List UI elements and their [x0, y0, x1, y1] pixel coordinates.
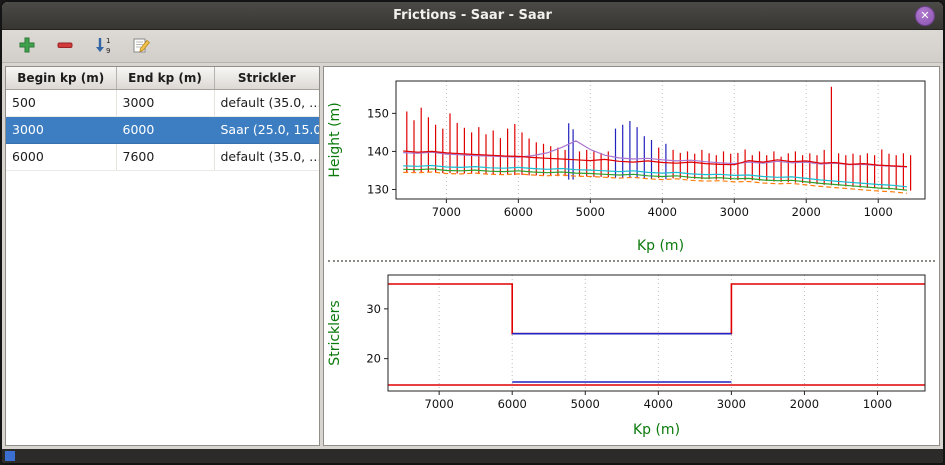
svg-text:3000: 3000 [717, 397, 746, 411]
table-row[interactable]: 6000 7600 default (35.0, … [6, 143, 319, 171]
svg-text:140: 140 [367, 144, 389, 158]
sort-1-9-icon: 1 9 [93, 35, 113, 58]
svg-text:5000: 5000 [571, 397, 600, 411]
header-strickler[interactable]: Strickler [214, 67, 319, 90]
svg-text:6000: 6000 [498, 397, 527, 411]
svg-text:1000: 1000 [863, 397, 892, 411]
svg-text:Stricklers: Stricklers [327, 300, 343, 365]
table-body: 500 3000 default (35.0, … 3000 6000 Saar (25.… [6, 89, 319, 171]
svg-text:Kp (m): Kp (m) [633, 422, 680, 438]
svg-text:1: 1 [106, 37, 110, 45]
edit-button[interactable] [128, 33, 154, 59]
window-title: Frictions - Saar - Saar [393, 8, 552, 23]
svg-text:9: 9 [106, 47, 110, 55]
svg-text:2000: 2000 [792, 205, 821, 219]
svg-text:Height (m): Height (m) [327, 102, 343, 177]
remove-row-button[interactable] [52, 33, 78, 59]
svg-text:30: 30 [366, 302, 381, 316]
svg-text:130: 130 [367, 182, 389, 196]
height-profile-chart[interactable]: 7000 6000 5000 4000 3000 2000 1000 130 140 150 Kp … [324, 67, 939, 257]
svg-text:7000: 7000 [425, 397, 454, 411]
svg-text:Kp (m): Kp (m) [637, 238, 684, 254]
header-end-kp[interactable]: End kp (m) [116, 67, 215, 90]
plus-icon [17, 35, 37, 58]
svg-text:4000: 4000 [648, 205, 677, 219]
table-row[interactable]: 500 3000 default (35.0, … [6, 89, 319, 117]
svg-text:4000: 4000 [644, 397, 673, 411]
svg-text:5000: 5000 [576, 205, 605, 219]
minus-icon [55, 35, 75, 58]
svg-text:150: 150 [367, 106, 389, 120]
charts-panel: 7000 6000 5000 4000 3000 2000 1000 130 140 150 Kp … [323, 66, 940, 446]
edit-icon [131, 35, 151, 58]
close-icon: ✕ [920, 10, 930, 22]
svg-text:7000: 7000 [432, 205, 461, 219]
svg-text:6000: 6000 [504, 205, 533, 219]
table-header-row: Begin kp (m) End kp (m) Strickler [6, 67, 319, 90]
svg-text:3000: 3000 [720, 205, 749, 219]
toolbar: 1 9 [2, 30, 943, 63]
bottom-bar [2, 449, 943, 463]
frictions-table: Begin kp (m) End kp (m) Strickler 500 300… [6, 67, 319, 171]
accent-square [5, 451, 15, 461]
stricklers-chart[interactable]: 7000 6000 5000 4000 3000 2000 1000 20 30 Kp (m) St… [324, 265, 939, 441]
frictions-table-panel: Begin kp (m) End kp (m) Strickler 500 300… [5, 66, 320, 446]
titlebar[interactable]: Frictions - Saar - Saar ✕ [2, 2, 943, 30]
add-row-button[interactable] [14, 33, 40, 59]
svg-text:1000: 1000 [864, 205, 893, 219]
table-row[interactable]: 3000 6000 Saar (25.0, 15.0) [6, 116, 319, 144]
sort-rows-button[interactable]: 1 9 [90, 33, 116, 59]
svg-text:20: 20 [366, 352, 381, 366]
svg-text:2000: 2000 [790, 397, 819, 411]
header-begin-kp[interactable]: Begin kp (m) [6, 67, 117, 90]
chart-splitter[interactable] [324, 257, 939, 265]
close-button[interactable]: ✕ [915, 6, 935, 26]
main-content: Begin kp (m) End kp (m) Strickler 500 300… [2, 63, 943, 449]
